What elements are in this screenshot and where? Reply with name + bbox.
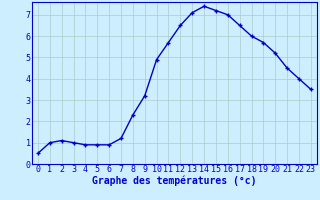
X-axis label: Graphe des températures (°c): Graphe des températures (°c) [92,176,257,186]
